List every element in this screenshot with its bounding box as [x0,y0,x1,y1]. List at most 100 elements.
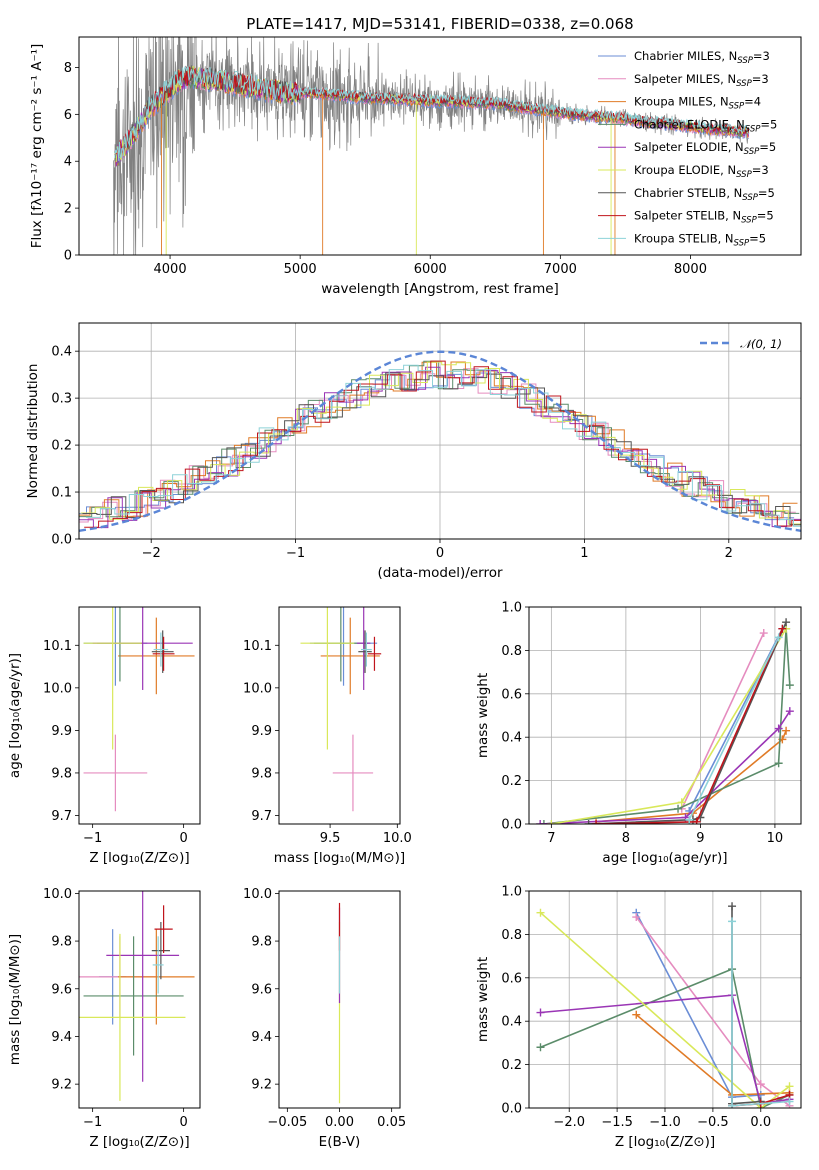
figure-title: PLATE=1417, MJD=53141, FIBERID=0338, z=0… [246,15,633,33]
x-tick-label: 8 [622,831,630,846]
plus-marker [774,724,783,733]
weight-line [540,994,790,1105]
weight-vs-age-ylabel: mass weight [475,673,491,758]
y-tick-label: 0.0 [501,818,522,833]
x-tick-label: −0.05 [267,1115,307,1130]
y-tick-label: 9.8 [251,935,272,950]
weight-line [635,912,761,1099]
weight-line [551,628,787,824]
legend-label: Chabrier MILES, NSSP=3 [634,49,770,66]
age-vs-Z-xlabel: Z [log₁₀(Z/Z⊙)] [89,850,189,866]
y-tick-label: 10.1 [43,639,72,654]
plus-marker [785,681,794,690]
mass-vs-EBV-xlabel: E(B-V) [319,1134,361,1150]
residuals-axes: −2 −1 0 1 2 0.0 0.1 0.2 0.3 0.4 (data-model)/error… [25,323,801,581]
errorbar-point [83,734,148,812]
y-tick-label: 0.0 [501,1102,522,1117]
mass-vs-EBV-axes: −0.05 0.00 0.05 9.2 9.4 9.6 9.8 10.0 E(B-V) [243,887,406,1150]
errorbar-point [79,933,186,1101]
plus-marker [536,1043,545,1052]
plus-marker [536,908,545,917]
legend-label: Kroupa ELODIE, NSSP=3 [634,163,769,180]
plus-marker [632,913,641,922]
legend-label: 𝒩(0, 1) [740,337,782,351]
y-tick-label: 10.0 [43,681,72,696]
plus-marker [774,759,783,768]
errorbar-point [152,936,164,994]
errorbar-point [151,630,174,673]
legend-label: Salpeter STELIB, NSSP=5 [634,209,774,226]
x-tick-label: 2 [725,546,733,561]
plus-marker [536,820,545,824]
mass-vs-Z-xlabel: Z [log₁₀(Z/Z⊙)] [89,1134,189,1150]
y-tick-label: 1.0 [501,601,522,616]
histogram-step [85,364,801,527]
weight-vs-Z-axes: −2.0 −1.5 −1.0 −0.5 0.0 0.0 0.2 0.4 0.6 0.8 1.0 Z [… [475,885,801,1150]
weight-vs-age-frame [528,606,802,825]
spectrum-frame [78,36,802,256]
age-vs-Z-axes: −1 0 9.7 9.8 9.9 10.0 10.1 Z [log₁₀(Z/Z⊙)] age [… [7,639,190,866]
y-tick-label: 0.2 [501,1058,522,1073]
x-tick-label: −2.0 [553,1115,585,1130]
residuals-xlabel: (data-model)/error [377,565,503,581]
errorbar-point [153,632,169,667]
weight-vs-age-xlabel: age [log₁₀(age/yr)] [602,850,727,866]
x-tick-label: −1.5 [601,1115,633,1130]
legend-label: Kroupa MILES, NSSP=4 [634,95,761,112]
x-tick-label: 7 [547,831,555,846]
weight-vs-Z-plot-area [536,902,794,1108]
weight-line [596,730,787,823]
errorbar-point [83,936,184,1056]
age-vs-Z-plot-area [83,607,195,812]
y-tick-label: 0.6 [501,687,522,702]
plus-marker [785,1097,794,1106]
legend-label: Chabrier STELIB, NSSP=5 [634,186,775,203]
x-tick-label: 4000 [154,262,187,277]
plus-marker [728,917,737,926]
y-tick-label: 10.0 [243,887,272,902]
y-tick-label: 0.3 [51,392,72,407]
x-tick-label: 5000 [284,262,317,277]
y-tick-label: 10.0 [243,681,272,696]
x-tick-label: 0 [436,546,444,561]
x-tick-label: 0 [179,1115,187,1130]
y-tick-label: 9.9 [251,724,272,739]
plus-marker [782,618,791,627]
y-tick-label: 0.2 [501,774,522,789]
x-tick-label: −1 [83,831,102,846]
legend-label: Salpeter MILES, NSSP=3 [634,72,769,89]
histogram-step [79,366,801,529]
x-tick-label: −1.0 [649,1115,681,1130]
gaussian-curve [79,350,801,532]
x-tick-label: 0.05 [377,1115,406,1130]
plus-marker [632,1010,641,1019]
y-tick-label: 0.1 [51,486,72,501]
plus-marker [728,1101,737,1108]
histogram-step [84,360,801,528]
y-tick-label: 9.6 [251,982,272,997]
y-tick-label: 9.4 [51,1030,72,1045]
errorbar-point [300,607,355,750]
x-tick-label: 0.0 [750,1115,771,1130]
y-tick-label: 9.9 [51,724,72,739]
plus-marker [774,633,783,642]
errorbar-point [106,891,180,1082]
plus-marker [759,629,768,638]
y-tick-label: 2 [64,202,72,217]
legend-label: Kroupa STELIB, NSSP=5 [634,231,766,248]
y-tick-label: 9.8 [51,935,72,950]
weight-vs-Z-xlabel: Z [log₁₀(Z/Z⊙)] [615,1134,715,1150]
plus-marker [547,820,556,824]
errorbar-point [118,617,195,695]
plus-marker [778,624,787,633]
mass-vs-EBV-frame [278,890,401,1109]
errorbar-point [152,636,175,671]
y-tick-label: 0.4 [501,731,522,746]
plus-marker [539,820,548,824]
x-tick-label: −1 [286,546,305,561]
spectrum-legend: Chabrier MILES, NSSP=3 Salpeter MILES, NS… [598,49,777,248]
y-tick-label: 9.6 [51,982,72,997]
errorbar-point [320,617,380,695]
plus-marker [728,902,737,911]
y-tick-label: 9.2 [51,1078,72,1093]
